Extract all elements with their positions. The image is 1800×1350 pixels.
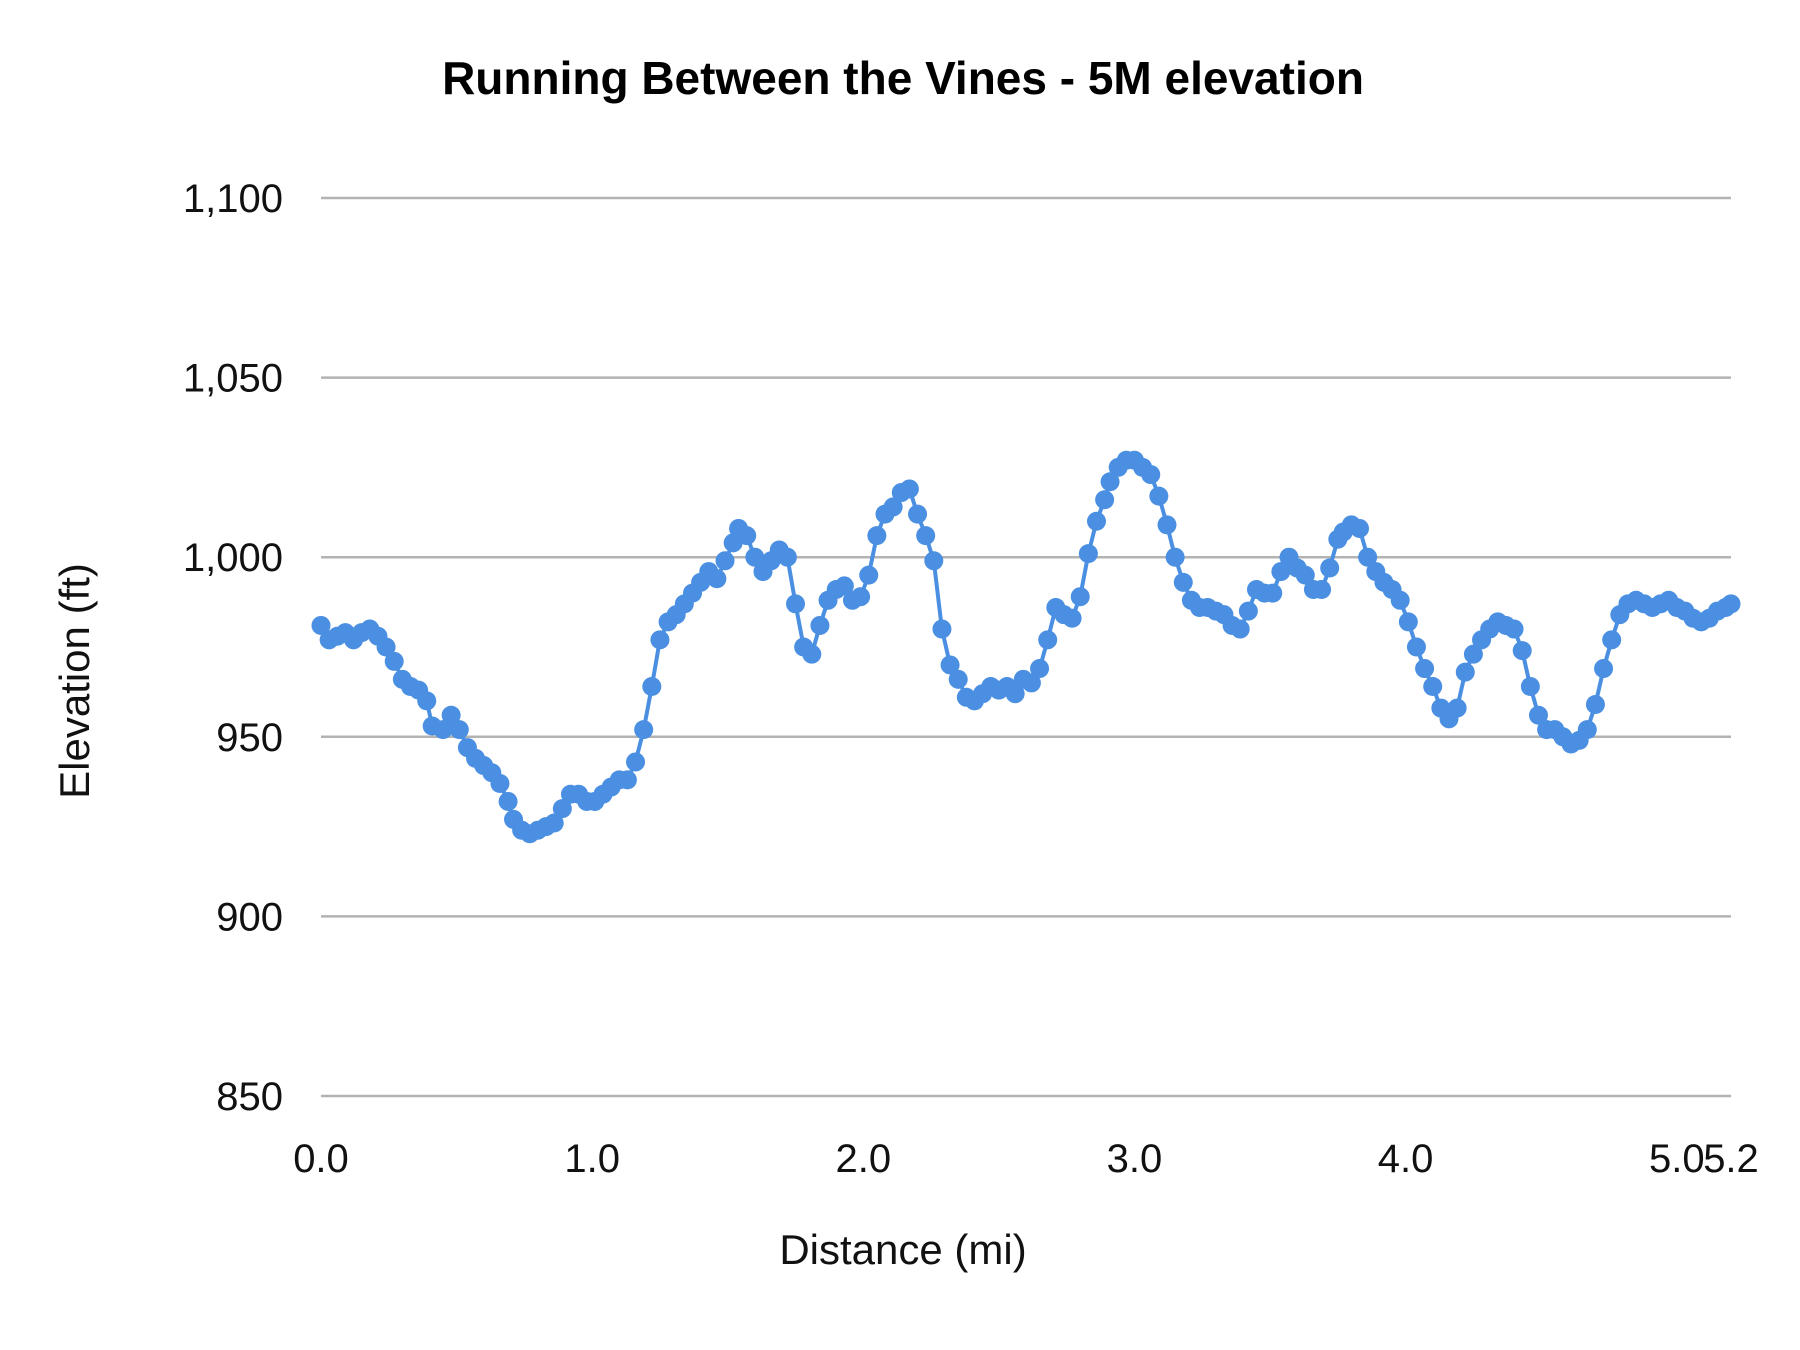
data-point [1038, 630, 1058, 650]
data-point [441, 705, 461, 725]
data-point [1087, 511, 1106, 531]
data-point [1062, 608, 1082, 628]
x-tick-label: 5.2 [1703, 1137, 1759, 1181]
x-tick-label: 2.0 [836, 1137, 892, 1181]
data-point [433, 720, 453, 740]
data-point [1455, 662, 1475, 682]
data-point [867, 526, 887, 546]
data-point [924, 551, 944, 571]
data-point [384, 651, 404, 671]
data-point [1005, 684, 1025, 704]
data-point [1390, 590, 1410, 610]
y-tick-label: 900 [216, 895, 283, 939]
data-point [1271, 562, 1291, 582]
y-tick-label: 950 [216, 716, 283, 760]
data-point [449, 720, 469, 740]
data-point [786, 594, 806, 614]
data-point [932, 619, 952, 639]
y-axis-label: Elevation (ft) [51, 563, 98, 799]
data-point [1157, 515, 1177, 535]
data-point [1350, 518, 1370, 538]
data-point [1594, 659, 1614, 679]
data-point [1165, 547, 1185, 567]
data-point [737, 526, 757, 546]
data-point [1030, 659, 1050, 679]
data-point [617, 770, 637, 790]
x-axis-ticks: 0.0 1.0 2.0 3.0 4.0 5.05.2 [293, 1137, 1759, 1181]
data-point [1447, 698, 1467, 718]
x-tick-label: 4.0 [1378, 1137, 1434, 1181]
data-point [1423, 677, 1443, 697]
data-point [707, 569, 727, 589]
data-point [642, 677, 662, 697]
data-point [802, 644, 822, 664]
data-point [498, 791, 518, 811]
data-point [1230, 619, 1250, 639]
data-point [1141, 465, 1161, 485]
data-point [908, 504, 928, 524]
chart-title: Running Between the Vines - 5M elevation [442, 52, 1364, 104]
data-point [1577, 720, 1597, 740]
series-elevation [311, 450, 1741, 844]
data-point [899, 479, 919, 499]
x-tick-label: 3.0 [1107, 1137, 1163, 1181]
data-point [715, 551, 735, 571]
x-tick-label: 0.0 [293, 1137, 349, 1181]
data-point [1320, 558, 1340, 578]
data-point [626, 752, 646, 772]
data-point [1095, 490, 1115, 510]
data-point [883, 497, 903, 517]
data-point [859, 565, 879, 585]
y-tick-label: 1,000 [183, 536, 283, 580]
data-point [1358, 547, 1378, 567]
data-point [1312, 580, 1332, 600]
data-point [1512, 641, 1532, 661]
gridlines [321, 196, 1731, 1098]
data-point [745, 547, 765, 567]
data-point [1406, 637, 1426, 657]
data-point [1504, 619, 1524, 639]
data-point [376, 637, 396, 657]
data-point [544, 813, 564, 833]
data-point [940, 655, 960, 675]
data-point [311, 615, 331, 635]
data-point [1149, 486, 1169, 506]
data-point [810, 615, 830, 635]
data-point [1528, 705, 1548, 725]
data-point [1173, 572, 1193, 592]
y-tick-label: 850 [216, 1075, 283, 1119]
data-point [1070, 587, 1090, 607]
data-point [851, 587, 871, 607]
data-point [1585, 694, 1605, 714]
data-point [1415, 659, 1435, 679]
data-point [948, 669, 968, 689]
data-point [650, 630, 670, 650]
data-point [1602, 630, 1622, 650]
data-point [1295, 565, 1315, 585]
data-point [1078, 544, 1098, 564]
data-point [1520, 677, 1540, 697]
data-point [1021, 673, 1041, 693]
data-point [1721, 594, 1741, 614]
y-axis-ticks: 850 900 950 1,000 1,050 1,100 [183, 177, 283, 1119]
data-point [777, 547, 797, 567]
data-point [1398, 612, 1418, 632]
data-point [1238, 601, 1258, 621]
data-point [1463, 644, 1483, 664]
y-tick-label: 1,100 [183, 177, 283, 221]
data-point [834, 576, 854, 596]
x-tick-label: 1.0 [564, 1137, 620, 1181]
data-point [634, 720, 654, 740]
data-point [490, 773, 510, 793]
y-tick-label: 1,050 [183, 357, 283, 401]
data-point [552, 799, 572, 819]
data-point [916, 526, 936, 546]
data-point [1263, 583, 1283, 603]
data-point [417, 691, 437, 711]
x-axis-label: Distance (mi) [779, 1226, 1026, 1273]
x-tick-label: 5.0 [1649, 1137, 1705, 1181]
data-point [1100, 472, 1120, 492]
